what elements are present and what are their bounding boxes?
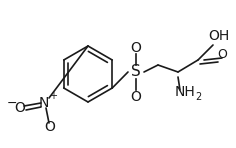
Text: O: O [45, 120, 55, 134]
Text: O: O [131, 41, 141, 55]
Text: −: − [7, 96, 17, 110]
Text: +: + [49, 91, 57, 101]
Text: O: O [217, 49, 227, 62]
Text: N: N [39, 96, 49, 110]
Text: O: O [131, 90, 141, 104]
Text: 2: 2 [195, 92, 201, 102]
Text: NH: NH [175, 85, 195, 99]
Text: O: O [15, 101, 25, 115]
Text: S: S [131, 65, 141, 79]
Text: OH: OH [208, 29, 230, 43]
